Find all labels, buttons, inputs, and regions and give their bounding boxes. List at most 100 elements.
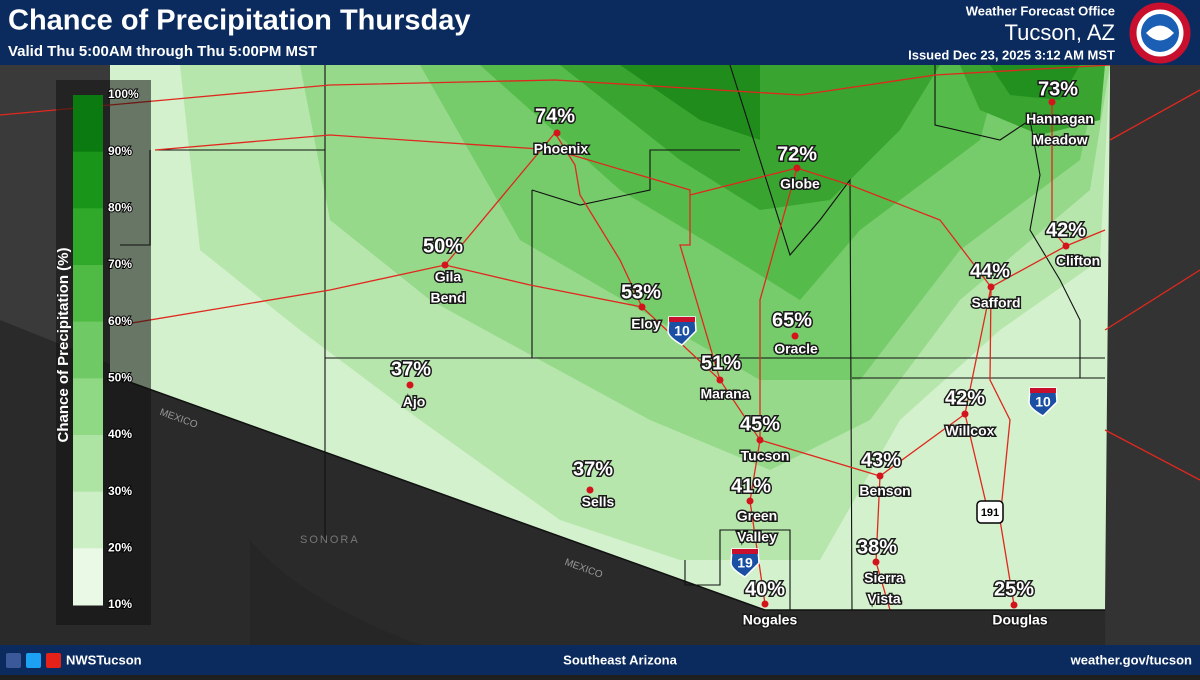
nws-logo [1129,2,1191,64]
city-percent: 73% [1038,78,1078,100]
legend-title: Chance of Precipitation (%) [55,247,72,442]
city-name: Sierra [864,570,904,586]
city-dot [638,303,646,311]
city-dot [406,381,414,389]
city-percent: 45% [740,413,780,435]
city-percent: 51% [701,352,741,374]
precip-shading [110,65,1110,610]
city-dot [1062,242,1070,250]
city-name: Meadow [1032,132,1087,148]
legend-band [73,435,103,493]
footer-region: Southeast Arizona [563,652,677,667]
city-name: Safford [972,295,1021,311]
sea [250,540,420,645]
legend-tick-label: 60% [108,314,132,328]
footer-handle: NWSTucson [66,652,142,667]
city-dot [876,472,884,480]
city-name: Gila [435,269,462,285]
legend-band [73,151,103,209]
legend-tick-label: 80% [108,201,132,215]
city-dot [872,558,880,566]
city-name: Valley [737,529,777,545]
interstate-shield [1028,387,1058,417]
city-dot [961,410,969,418]
legend-box [56,80,151,625]
city-percent: 42% [1046,219,1086,241]
city-dot [793,164,801,172]
cities: 74% Phoenix 72% Globe 73% Hannagan Meadow 50% Gi… [389,77,1101,629]
city-name: Eloy [631,316,661,332]
city-name: Nogales [743,612,798,628]
roads [0,64,1200,611]
header [0,0,1200,65]
city-dot [586,486,594,494]
facebook-icon[interactable] [6,653,21,668]
city-dot [761,600,769,608]
city-dot [1010,601,1018,609]
city-name: Douglas [992,612,1047,628]
shield-label: 10 [674,323,690,339]
legend-band [73,265,103,323]
shield-label: 191 [981,507,999,519]
city-dot [716,376,724,384]
city-name: Sells [582,494,615,510]
city-dot [553,129,561,137]
city-dot [987,283,995,291]
city-name: Clifton [1056,253,1100,269]
city-name: Vista [867,591,900,607]
city-name: Benson [859,483,910,499]
border [109,374,1105,611]
title: Chance of Precipitation Thursday [8,5,470,37]
city-percent: 74% [535,105,575,127]
city-percent: 40% [745,578,785,600]
legend-tick-label: 30% [108,484,132,498]
city-percent: 72% [777,143,817,165]
legend-bar: 100% 90% 80% 70% 60% 50% 40% 30% 20% 10% [73,86,140,612]
city-percent: 37% [573,458,613,480]
youtube-icon[interactable] [46,653,61,668]
legend-band [73,548,103,606]
city-dot [1048,98,1056,106]
city-dot [756,436,764,444]
city-percent: 50% [423,235,463,257]
city-name: Hannagan [1026,111,1094,127]
city-name: Marana [700,386,749,402]
city-percent: 42% [945,387,985,409]
legend-band [73,95,103,153]
legend-band [73,491,103,549]
city-percent: 43% [861,449,901,471]
city-dot [791,332,799,340]
legend-band [73,321,103,379]
legend-tick-label: 40% [108,427,132,441]
subtitle: Valid Thu 5:00AM through Thu 5:00PM MST [8,43,317,60]
city-name: Globe [780,176,820,192]
city-percent: 65% [772,309,812,331]
city-percent: 38% [857,536,897,558]
legend-tick-label: 100% [108,87,139,101]
issued: Issued Dec 23, 2025 3:12 AM MST [908,47,1115,62]
city-percent: 37% [391,358,431,380]
city-percent: 53% [621,281,661,303]
city-name: Green [737,508,777,524]
legend-tick-label: 20% [108,541,132,555]
twitter-icon[interactable] [26,653,41,668]
legend-band [73,378,103,436]
interstate-shield-top [732,549,758,554]
footer-url[interactable]: weather.gov/tucson [1070,652,1192,667]
city-name: Bend [431,290,466,306]
city-name: Oracle [774,341,818,357]
map-label: SONORA [300,534,360,546]
interstate-shield-top [1030,388,1056,393]
shields: 10 10 19 191 [667,316,1058,578]
city-percent: 41% [731,475,771,497]
city-name: Ajo [403,394,426,410]
city-percent: 25% [994,578,1034,600]
city-name: Phoenix [534,141,589,157]
legend-band [73,208,103,266]
location: Tucson, AZ [1005,20,1115,45]
footer [0,645,1200,675]
us-shield [976,500,1004,524]
city-dot [746,497,754,505]
legend-tick-label: 10% [108,597,132,611]
